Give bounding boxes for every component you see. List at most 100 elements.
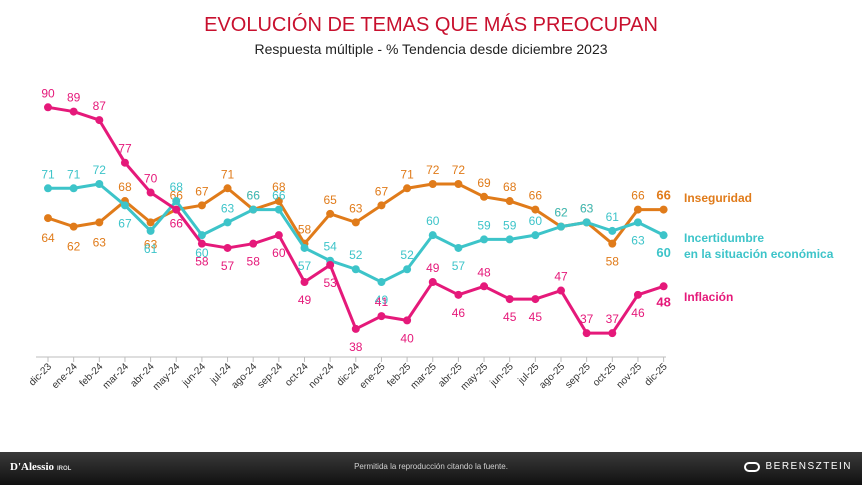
data-label: 41 [375, 295, 389, 309]
data-point [377, 278, 386, 287]
data-label: 62 [554, 206, 568, 220]
data-label: 64 [41, 231, 55, 245]
data-point [633, 205, 642, 214]
data-point [326, 260, 335, 269]
data-point [608, 239, 617, 248]
data-point [531, 231, 540, 240]
data-label: 61 [606, 210, 620, 224]
x-tick-label: dic-25 [643, 361, 670, 388]
data-point [95, 180, 104, 189]
x-tick-label: ago-25 [537, 361, 567, 391]
legend-inflacion-label: Inflación [684, 290, 734, 304]
x-tick-label: may-25 [459, 361, 491, 393]
data-point [172, 205, 181, 214]
x-tick-label: ago-24 [230, 361, 260, 391]
data-point [480, 192, 489, 201]
data-label: 57 [221, 259, 235, 273]
data-point [480, 235, 489, 244]
data-label: 59 [503, 218, 517, 232]
data-label: 72 [93, 163, 107, 177]
data-label: 67 [118, 216, 132, 230]
chart-subtitle: Respuesta múltiple - % Tendencia desde d… [254, 41, 608, 57]
data-point [146, 218, 155, 227]
data-label: 45 [529, 310, 543, 324]
data-point [172, 197, 181, 206]
data-label: 67 [195, 184, 209, 198]
data-label: 46 [631, 306, 645, 320]
data-label: 71 [221, 167, 235, 181]
data-point [120, 201, 129, 210]
data-label: 66 [247, 189, 261, 203]
data-point [146, 226, 155, 235]
data-label: 54 [323, 240, 337, 254]
data-label: 49 [426, 261, 440, 275]
data-point [300, 278, 309, 287]
data-point [197, 239, 206, 248]
data-label: 66 [656, 188, 670, 203]
data-label: 68 [503, 180, 517, 194]
x-tick-label: mar-25 [409, 361, 439, 391]
data-point [351, 218, 360, 227]
data-label: 62 [554, 206, 568, 220]
data-label: 71 [67, 167, 81, 181]
data-label: 52 [400, 248, 414, 262]
data-point [44, 103, 52, 112]
data-label: 77 [118, 142, 132, 156]
legend-inflacion: Inflación [684, 289, 733, 305]
legend-incertidumbre-line2: en la situación económica [684, 247, 834, 261]
data-point [428, 231, 437, 240]
data-point [428, 180, 437, 189]
data-label: 87 [93, 99, 107, 113]
data-point [557, 286, 565, 295]
data-point [223, 218, 232, 227]
data-point [633, 290, 642, 299]
data-label: 89 [67, 91, 81, 105]
data-point [403, 316, 412, 325]
line-chart: dic-23ene-24feb-24mar-24abr-24may-24jun-… [27, 86, 671, 393]
data-label: 60 [656, 245, 670, 260]
data-label: 66 [170, 217, 184, 231]
data-point [44, 214, 52, 223]
data-label: 72 [452, 163, 466, 177]
data-label: 63 [631, 233, 645, 247]
berensztein-logo-icon [744, 461, 761, 472]
data-point [120, 158, 129, 167]
x-tick-label: ene-24 [50, 361, 80, 391]
data-label: 63 [144, 237, 158, 251]
data-point [249, 205, 258, 214]
chart-title: EVOLUCIÓN DE TEMAS QUE MÁS PREOCUPAN [204, 14, 658, 36]
data-label: 61 [144, 242, 158, 256]
data-point [454, 290, 463, 299]
legend-incertidumbre-line1: Incertidumbre [684, 231, 765, 245]
data-label: 58 [247, 255, 261, 269]
data-point [69, 184, 78, 193]
data-point [69, 222, 78, 231]
data-label: 53 [323, 276, 337, 290]
x-tick-label: sep-24 [256, 361, 286, 391]
x-tick-label: sep-25 [563, 361, 593, 391]
x-tick-label: nov-24 [307, 361, 337, 391]
x-tick-label: ene-25 [358, 361, 388, 391]
x-tick-label: oct-24 [283, 361, 311, 389]
data-point [95, 116, 104, 125]
data-point [403, 265, 412, 274]
data-label: 45 [503, 310, 517, 324]
data-label: 67 [375, 184, 389, 198]
legend-inseguridad-label: Inseguridad [684, 191, 753, 205]
data-label: 68 [272, 180, 286, 194]
data-point [505, 197, 514, 206]
data-label: 68 [118, 180, 132, 194]
x-tick-label: mar-24 [101, 361, 131, 391]
legend-incertidumbre: Incertidumbre en la situación económica [684, 230, 833, 262]
data-label: 59 [477, 218, 491, 232]
footer-note: Permitida la reproducción citando la fue… [354, 462, 508, 471]
data-point [531, 205, 540, 214]
data-label: 63 [580, 201, 594, 215]
data-point [223, 184, 232, 193]
data-point [428, 278, 437, 287]
dalessio-logo-tag: IROL [57, 466, 72, 472]
berensztein-logo-text: BERENSZTEIN [765, 461, 852, 472]
data-point [659, 205, 668, 214]
data-label: 65 [323, 193, 337, 207]
data-label: 71 [41, 167, 55, 181]
